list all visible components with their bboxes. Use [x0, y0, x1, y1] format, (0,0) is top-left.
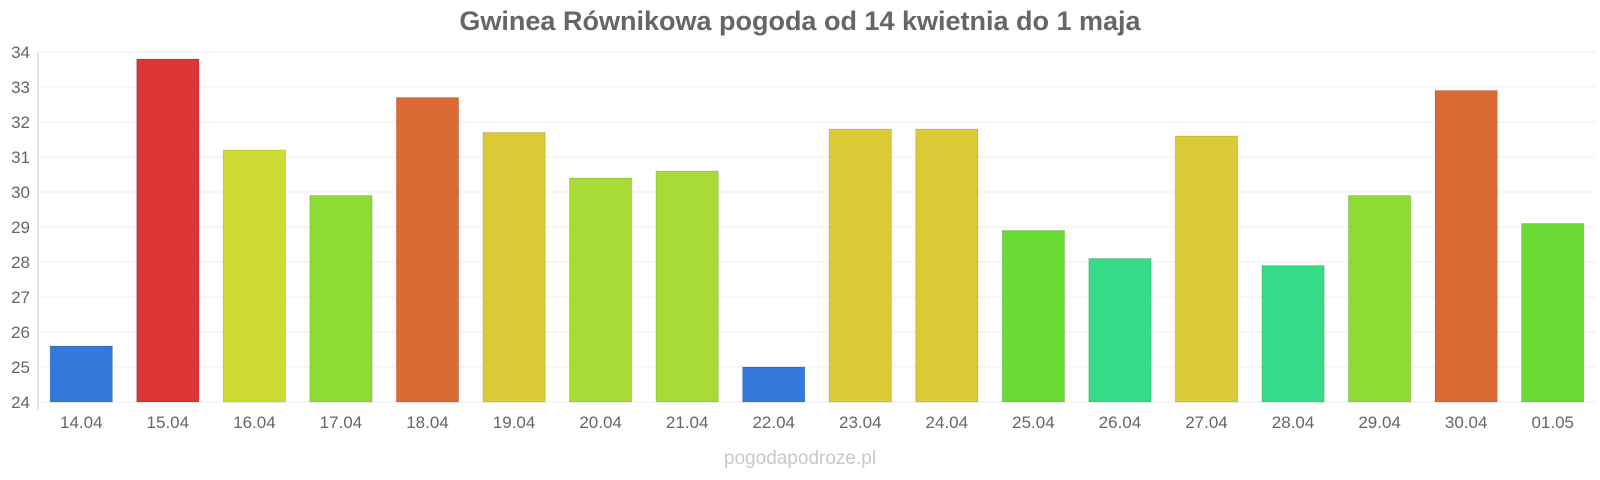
x-tick-label: 29.04 — [1358, 413, 1401, 432]
x-tick-label: 22.04 — [752, 413, 795, 432]
bar-24.04 — [915, 128, 979, 403]
x-tick-label: 24.04 — [926, 413, 969, 432]
bar-18.04 — [395, 97, 460, 403]
y-tick-label: 25 — [11, 358, 30, 377]
bar-21.04 — [655, 170, 719, 403]
bar-01.05 — [1521, 223, 1585, 403]
bar-22.04 — [742, 366, 806, 403]
x-tick-label: 01.05 — [1531, 413, 1574, 432]
chart-title: Gwinea Równikowa pogoda od 14 kwietnia d… — [459, 6, 1141, 36]
y-tick-label: 30 — [11, 183, 30, 202]
bar-26.04 — [1088, 258, 1152, 403]
x-tick-label: 14.04 — [60, 413, 103, 432]
x-tick-label: 25.04 — [1012, 413, 1055, 432]
bar-29.04 — [1347, 195, 1412, 403]
x-tick-label: 27.04 — [1185, 413, 1228, 432]
x-tick-label: 30.04 — [1445, 413, 1488, 432]
x-tick-label: 21.04 — [666, 413, 709, 432]
bar-27.04 — [1174, 135, 1239, 403]
bar-25.04 — [1001, 230, 1066, 403]
bar-20.04 — [568, 177, 633, 403]
bar-28.04 — [1261, 265, 1325, 403]
y-tick-label: 29 — [11, 218, 30, 237]
bar-19.04 — [482, 132, 546, 403]
x-tick-label: 18.04 — [406, 413, 449, 432]
bar-15.04 — [136, 58, 200, 403]
site-watermark: pogodapodroze.pl — [723, 448, 877, 469]
y-tick-label: 33 — [11, 78, 30, 97]
x-tick-label: 16.04 — [233, 413, 276, 432]
x-tick-label: 28.04 — [1272, 413, 1315, 432]
bar-23.04 — [828, 128, 892, 403]
bar-14.04 — [49, 345, 113, 403]
x-tick-label: 19.04 — [493, 413, 536, 432]
y-tick-label: 24 — [11, 393, 30, 412]
bar-30.04 — [1434, 90, 1498, 403]
y-tick-label: 28 — [11, 253, 30, 272]
x-tick-label: 26.04 — [1099, 413, 1142, 432]
y-tick-label: 27 — [11, 288, 30, 307]
y-tick-label: 32 — [11, 113, 30, 132]
bar-17.04 — [309, 195, 373, 403]
y-tick-label: 34 — [11, 43, 30, 62]
y-tick-label: 26 — [11, 323, 30, 342]
y-tick-label: 31 — [11, 148, 30, 167]
x-tick-label: 17.04 — [320, 413, 363, 432]
bar-16.04 — [222, 149, 287, 403]
x-tick-label: 20.04 — [579, 413, 622, 432]
x-tick-label: 23.04 — [839, 413, 882, 432]
x-tick-label: 15.04 — [147, 413, 190, 432]
